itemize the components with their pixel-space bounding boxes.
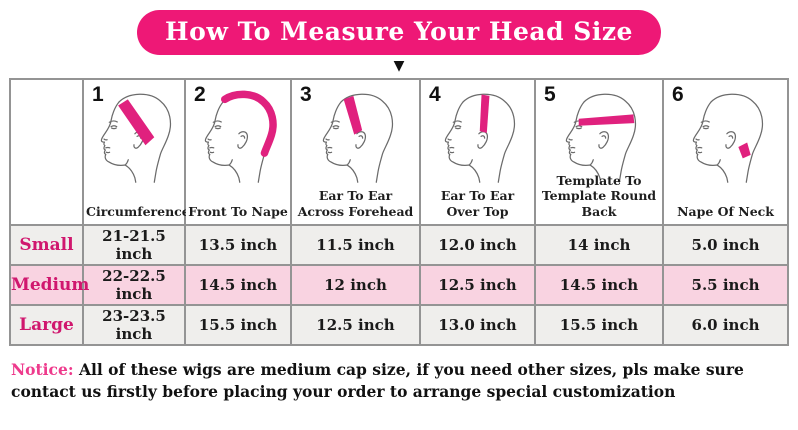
head-diagram-front-to-nape-icon (204, 90, 277, 183)
measurement-cell: 23-23.5 inch (82, 303, 186, 346)
step-number: 2 (194, 82, 206, 106)
measurement-cell: 14.5 inch (184, 263, 292, 306)
down-arrow-icon: ▼ (393, 57, 405, 74)
size-label: Medium (9, 263, 89, 306)
measure-step-label: Nape Of Neck (677, 203, 774, 219)
notice-label: Notice: (11, 359, 74, 379)
measure-step-cell-ear-to-ear-over-top: 4 Ear To Ear Over Top (419, 77, 536, 226)
measure-step-label: Template To Template Round Back (541, 172, 657, 219)
measurement-cell: 14 inch (534, 223, 664, 266)
measure-step-label: Ear To Ear Across Forehead (297, 188, 414, 219)
head-diagram-nape-of-neck-icon (692, 93, 763, 183)
page-title: How To Measure Your Head Size (137, 10, 661, 55)
measure-step-label: Front To Nape (188, 203, 288, 219)
step-number: 6 (672, 82, 684, 106)
measurement-cell: 22-22.5 inch (82, 263, 186, 306)
measurement-cell: 15.5 inch (534, 303, 664, 346)
measure-step-cell-ear-to-ear-across-forehead: 3 Ear To Ear Across Forehead (290, 77, 421, 226)
size-row-large: Large 23-23.5 inch 15.5 inch 12.5 inch 1… (9, 303, 789, 346)
measurement-cell: 12 inch (290, 263, 421, 306)
measurement-cell: 15.5 inch (184, 303, 292, 346)
step-number: 3 (300, 82, 312, 106)
corner-cell (9, 77, 84, 226)
head-size-table: 1 Circumference 2 Front To Nape 3 (9, 77, 789, 346)
measurement-cell: 13.0 inch (419, 303, 536, 346)
measurement-cell: 6.0 inch (662, 303, 789, 346)
measurement-cell: 12.0 inch (419, 223, 536, 266)
measure-step-cell-nape-of-neck: 6 Nape Of Neck (662, 77, 789, 226)
size-label: Large (9, 303, 84, 346)
measurement-cell: 5.5 inch (662, 263, 789, 306)
head-diagram-ear-to-ear-over-top-icon (444, 93, 515, 183)
step-number: 1 (92, 82, 104, 106)
measure-step-cell-front-to-nape: 2 Front To Nape (184, 77, 292, 226)
notice-body: All of these wigs are medium cap size, i… (11, 359, 744, 401)
measurement-cell: 21-21.5 inch (82, 223, 186, 266)
size-row-medium: Medium 22-22.5 inch 14.5 inch 12 inch 12… (9, 263, 789, 306)
head-diagram-template-to-template-icon (565, 93, 637, 183)
size-row-small: Small 21-21.5 inch 13.5 inch 11.5 inch 1… (9, 223, 789, 266)
measure-step-cell-circumference: 1 Circumference (82, 77, 190, 226)
measurement-cell: 5.0 inch (662, 223, 789, 266)
measurement-cell: 13.5 inch (184, 223, 292, 266)
measurement-cell: 11.5 inch (290, 223, 421, 266)
size-label: Small (9, 223, 84, 266)
head-diagram-circumference-icon (100, 93, 172, 183)
step-number: 4 (429, 82, 441, 106)
measurement-cell: 12.5 inch (290, 303, 421, 346)
measurement-cell: 14.5 inch (534, 263, 664, 306)
measure-step-cell-template-to-template: 5 Template To Template Round Back (534, 77, 664, 226)
notice-text: Notice: All of these wigs are medium cap… (11, 359, 786, 404)
measure-step-label: Circumference (86, 203, 190, 219)
step-number: 5 (544, 82, 556, 106)
measure-step-label: Ear To Ear Over Top (440, 188, 515, 219)
measurement-cell: 12.5 inch (419, 263, 536, 306)
head-diagram-ear-to-ear-across-forehead-icon (322, 93, 393, 183)
diagram-row: 1 Circumference 2 Front To Nape 3 (9, 77, 789, 226)
